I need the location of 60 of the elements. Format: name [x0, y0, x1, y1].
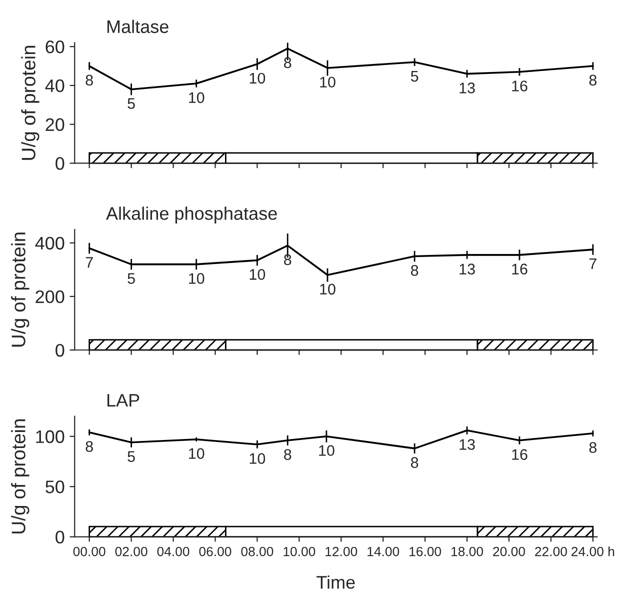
y-tick-label: 0: [56, 157, 64, 170]
annotation: 8: [284, 449, 292, 460]
x-tick-label: 12.00: [326, 546, 358, 556]
annotation: 10: [250, 269, 266, 280]
y-tick-label: 50: [46, 480, 64, 494]
y-tick-label: 60: [46, 40, 64, 54]
x-tick-label: 24.00 h: [572, 546, 614, 556]
annotation: 5: [128, 273, 135, 284]
y-tick-label: 200: [36, 290, 64, 304]
x-tick-label: 04.00: [157, 546, 190, 556]
x-tick-label: 10.00: [284, 546, 316, 556]
annotation: 13: [460, 82, 475, 94]
annotation: 8: [86, 74, 93, 86]
annotation: 10: [250, 72, 266, 84]
y-axis-title: U/g of protein: [21, 46, 40, 160]
annotation: 7: [86, 257, 93, 268]
annotation: 10: [189, 92, 204, 104]
y-axis-title: U/g of protein: [11, 232, 30, 347]
annotation: 16: [512, 264, 528, 274]
x-tick-label: 06.00: [199, 546, 232, 556]
x-tick-label: 16.00: [410, 546, 442, 556]
annotation: 7: [589, 258, 596, 269]
annotation: 10: [320, 76, 336, 88]
annotation: 8: [589, 442, 597, 453]
annotation: 13: [460, 264, 475, 274]
chart-title: Alkaline phosphatase: [106, 206, 277, 224]
y-tick-label: 20: [46, 118, 64, 132]
x-tick-label: 02.00: [115, 546, 148, 556]
annotation: 8: [589, 74, 597, 86]
x-axis-title: Time: [316, 575, 355, 589]
annotation: 8: [86, 441, 93, 452]
annotation: 5: [128, 98, 135, 109]
annotation: 5: [128, 451, 135, 462]
annotation: 10: [250, 453, 266, 464]
y-axis-title: U/g of protein: [11, 419, 30, 534]
y-tick-label: 0: [56, 530, 64, 544]
chart-title: Maltase: [107, 20, 168, 34]
annotation: 5: [410, 71, 418, 82]
x-tick-label: 20.00: [493, 546, 525, 556]
x-tick-label: 18.00: [452, 546, 484, 556]
annotation: 10: [189, 273, 204, 284]
y-tick-label: 40: [45, 79, 64, 92]
annotation: 13: [460, 439, 475, 450]
annotation: 8: [284, 57, 292, 68]
annotation: 16: [512, 449, 528, 460]
annotation: 10: [320, 284, 336, 295]
chart-title: LAP: [107, 394, 140, 407]
x-tick-label: 22.00: [535, 546, 567, 556]
x-tick-label: 08.00: [241, 546, 274, 556]
annotation: 10: [319, 445, 334, 456]
annotation: 8: [410, 457, 418, 468]
annotation: 8: [284, 254, 292, 266]
x-tick-label: 14.00: [368, 546, 400, 556]
y-tick-label: 0: [56, 344, 64, 357]
annotation: 8: [410, 265, 418, 276]
y-tick-label: 100: [36, 430, 64, 444]
x-tick-label: 00.00: [73, 546, 106, 556]
annotation: 16: [512, 80, 528, 92]
y-tick-label: 400: [35, 236, 64, 250]
annotation: 10: [189, 448, 204, 459]
